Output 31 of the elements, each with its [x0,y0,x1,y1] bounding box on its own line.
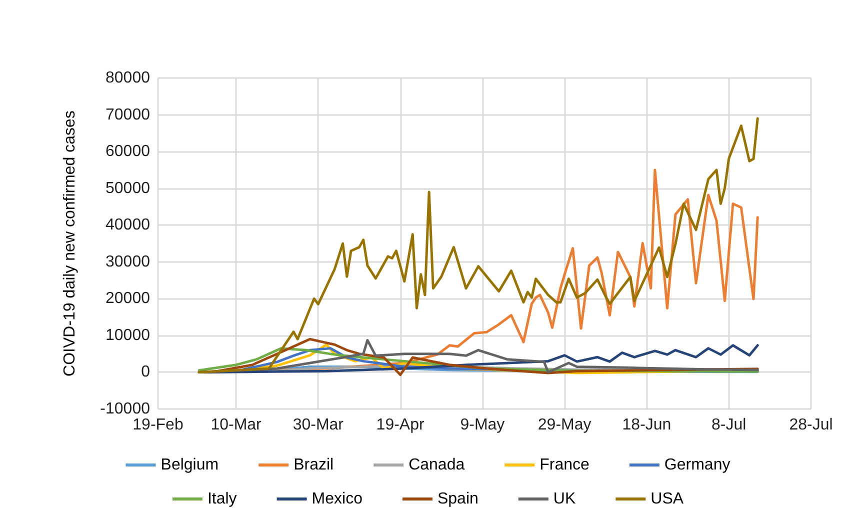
legend-label: Spain [437,490,478,508]
x-tick-label: 28-Jul [789,416,833,434]
legend-label: Germany [664,456,730,474]
legend-label: Canada [408,456,465,474]
y-tick-label: 0 [141,364,150,381]
y-tick-label: 10000 [106,326,150,344]
x-tick-label: 18-Jun [622,416,672,434]
line-series [198,117,759,374]
x-tick-label: 30-Mar [292,416,344,434]
legend-label: Italy [207,490,237,508]
x-tick-label: 10-Mar [210,416,262,434]
legend-label: Mexico [312,490,363,508]
y-tick-label: 50000 [106,180,150,197]
legend-label: UK [553,490,576,508]
y-tick-label: 70000 [106,106,150,124]
legend-label: Belgium [160,456,219,474]
x-tick-label: 19-Apr [376,416,425,434]
y-axis-title: COIVD-19 daily new confirmed cases [62,110,78,376]
y-tick-label: -10000 [100,400,150,418]
legend-label: France [540,456,590,474]
x-tick-label: 8-Jul [712,416,746,434]
x-tick-label: 29-May [538,416,592,434]
y-tick-label: 60000 [106,143,150,160]
legend-label: Brazil [294,456,334,474]
x-tick-label: 9-May [460,416,505,434]
legend-label: USA [650,490,684,508]
y-tick-label: 30000 [106,253,150,270]
x-tick-label: 19-Feb [132,416,184,434]
y-tick-label: 80000 [106,70,150,86]
y-tick-label: 40000 [106,216,150,234]
y-tick-label: 20000 [106,290,150,308]
